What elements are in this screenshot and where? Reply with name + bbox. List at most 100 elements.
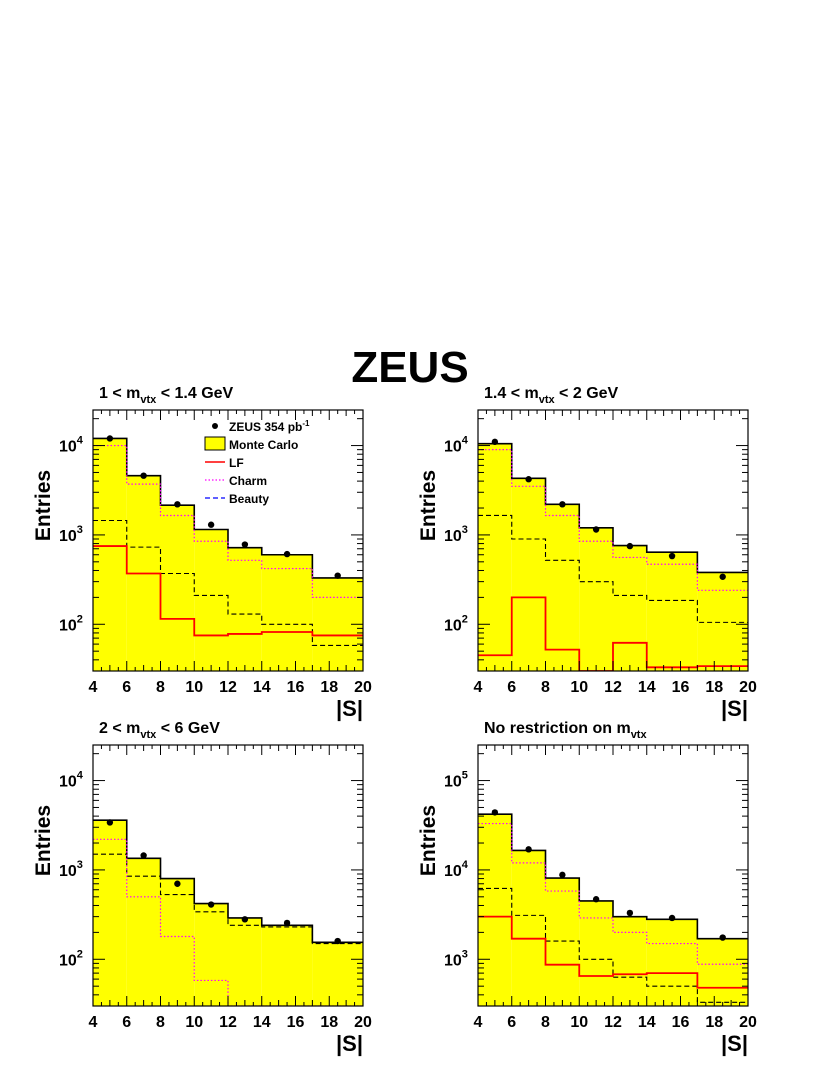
data-point [668, 914, 676, 922]
mc-bin [160, 878, 195, 1006]
x-tick-label: 6 [122, 1014, 131, 1031]
data-point [559, 501, 566, 508]
x-tick-label: 4 [474, 679, 483, 696]
mc-bin [93, 820, 127, 1006]
x-tick-label: 10 [570, 1014, 588, 1031]
data-point [668, 552, 676, 560]
x-tick-label: 20 [354, 1014, 372, 1031]
legend-mc-label: Monte Carlo [229, 438, 298, 452]
x-tick-label: 10 [185, 1014, 203, 1031]
data-point [491, 438, 499, 446]
mc-bin [194, 903, 228, 1006]
y-tick-label: 104 [59, 435, 84, 456]
x-axis-label: |S| [721, 696, 748, 721]
plot-area-3 [93, 819, 363, 1006]
figure-title: ZEUS [351, 343, 468, 392]
mc-bin [697, 938, 748, 1006]
beauty-histogram [93, 853, 363, 945]
data-point [559, 871, 566, 879]
legend-mc-swatch [204, 436, 226, 451]
y-axis-label: Entries [32, 470, 55, 541]
lf-histogram [478, 915, 748, 989]
data-point [241, 916, 249, 923]
y-axis-label: Entries [32, 805, 55, 876]
x-tick-label: 10 [570, 679, 588, 696]
data-point [719, 573, 726, 580]
x-tick-label: 10 [185, 679, 203, 696]
y-tick-label: 103 [444, 948, 468, 969]
x-tick-label: 18 [705, 679, 723, 696]
plot-area-1 [93, 435, 363, 671]
y-tick-label: 102 [444, 613, 468, 634]
y-axis-label: Entries [417, 470, 440, 541]
data-point [626, 542, 634, 550]
mc-bin [545, 878, 580, 1006]
y-axis-label: Entries [417, 805, 440, 876]
mc-bin [261, 925, 313, 1006]
x-tick-label: 20 [739, 679, 757, 696]
x-axis-label: |S| [336, 1031, 363, 1056]
data-point [174, 501, 181, 508]
x-tick-label: 12 [604, 1014, 622, 1031]
y-tick-label: 104 [444, 859, 469, 880]
x-axis-label: |S| [336, 696, 363, 721]
x-tick-label: 20 [354, 679, 372, 696]
mc-bin [228, 547, 262, 671]
x-tick-label: 6 [507, 679, 516, 696]
panel-title: No restriction on mvtx [484, 720, 647, 741]
legend-lf-label: LF [229, 456, 244, 470]
legend-charm-label: Charm [229, 474, 267, 488]
legend-data-label: ZEUS 354 pb-1 [229, 419, 310, 434]
mc-bin [511, 478, 546, 671]
data-point [525, 476, 532, 483]
data-point [283, 550, 291, 558]
mc-bin [228, 917, 262, 1006]
x-tick-label: 12 [604, 679, 622, 696]
data-point [592, 526, 600, 533]
x-tick-label: 4 [89, 1014, 98, 1031]
data-point [525, 846, 532, 853]
x-tick-label: 14 [253, 1014, 271, 1031]
mc-bin [478, 443, 512, 671]
y-tick-label: 103 [59, 524, 83, 545]
data-point [140, 852, 147, 859]
y-tick-label: 102 [59, 613, 83, 634]
mc-bin [646, 552, 698, 671]
x-tick-label: 4 [89, 679, 98, 696]
x-tick-label: 18 [320, 679, 338, 696]
data-point [106, 819, 114, 826]
data-point [241, 541, 249, 548]
mc-bin [613, 545, 647, 671]
x-tick-label: 16 [672, 679, 690, 696]
x-tick-label: 16 [672, 1014, 690, 1031]
y-tick-label: 104 [444, 435, 469, 456]
x-tick-label: 12 [219, 1014, 237, 1031]
y-tick-label: 103 [59, 859, 83, 880]
legend-beauty-label: Beauty [229, 492, 269, 506]
data-point [283, 919, 291, 927]
legend-data-marker [212, 423, 218, 429]
data-point [106, 435, 114, 442]
panel-title: 2 < mvtx < 6 GeV [99, 720, 220, 741]
beauty-histogram [93, 519, 363, 646]
x-tick-label: 8 [541, 679, 550, 696]
x-tick-label: 6 [122, 679, 131, 696]
y-tick-label: 103 [444, 524, 468, 545]
mc-bin [478, 814, 512, 1006]
charm-histogram [478, 449, 748, 591]
plot-area-4 [478, 809, 748, 1006]
charm-histogram [93, 444, 363, 598]
mc-bin [613, 916, 647, 1006]
data-point [626, 909, 634, 917]
panel-title: 1.4 < mvtx < 2 GeV [484, 385, 619, 406]
x-tick-label: 14 [638, 1014, 656, 1031]
lf-histogram [93, 545, 363, 637]
data-point [207, 901, 215, 908]
data-point [174, 880, 181, 887]
mc-bin [579, 900, 613, 1006]
